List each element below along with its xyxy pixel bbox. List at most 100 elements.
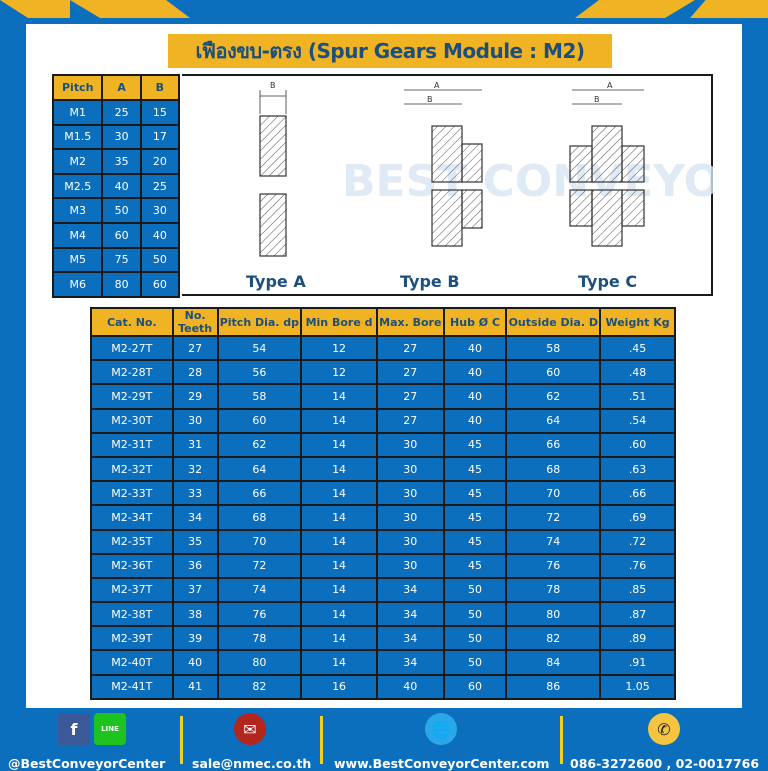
table-cell: M6 bbox=[51, 271, 104, 298]
table-cell: .48 bbox=[599, 359, 676, 386]
table-cell: 76 bbox=[216, 601, 303, 628]
table-cell: 50 bbox=[139, 246, 181, 274]
table-cell: 78 bbox=[505, 576, 602, 604]
table-cell: 37 bbox=[171, 576, 219, 604]
table-cell: 62 bbox=[505, 383, 602, 410]
decor-stripe bbox=[0, 0, 70, 18]
table-cell: 86 bbox=[505, 673, 602, 700]
table-cell: 80 bbox=[216, 649, 303, 676]
divider bbox=[560, 716, 563, 764]
table-cell: 45 bbox=[442, 504, 508, 531]
table-cell: 27 bbox=[171, 334, 219, 362]
table-cell: 31 bbox=[171, 431, 219, 458]
table-cell: 1.05 bbox=[599, 673, 676, 700]
table-row: M4 60 40 bbox=[51, 221, 181, 249]
watermark: BEST CONVEYOR bbox=[342, 156, 713, 207]
table-row: M2-34T 34 68 14 30 45 72.69 bbox=[90, 504, 676, 531]
table-cell: 40 bbox=[442, 359, 508, 386]
table-cell: 74 bbox=[505, 528, 602, 555]
table-cell: 30 bbox=[375, 552, 445, 579]
table-row: M2-35T 35 70 14 30 45 74.72 bbox=[90, 528, 676, 555]
table-row: M2-36T 36 72 14 30 45 76.76 bbox=[90, 552, 676, 579]
table-cell: .45 bbox=[599, 334, 676, 362]
table-cell: 35 bbox=[171, 528, 219, 555]
table-row: M2.5 40 25 bbox=[51, 172, 181, 200]
table-cell: 30 bbox=[375, 504, 445, 531]
table-row: M2-37T 37 74 14 34 50 78.85 bbox=[90, 576, 676, 604]
column-header: Pitch bbox=[51, 74, 104, 101]
table-cell: 60 bbox=[101, 221, 142, 249]
table-cell: 35 bbox=[101, 148, 142, 175]
table-cell: 41 bbox=[171, 673, 219, 700]
table-cell: 15 bbox=[139, 99, 181, 126]
table-cell: 14 bbox=[300, 552, 378, 579]
table-cell: 28 bbox=[171, 359, 219, 386]
table-cell: 25 bbox=[139, 172, 181, 200]
table-cell: 84 bbox=[505, 649, 602, 676]
table-cell: 68 bbox=[216, 504, 303, 531]
table-cell: 30 bbox=[375, 480, 445, 507]
table-cell: 30 bbox=[101, 123, 142, 151]
table-cell: 36 bbox=[171, 552, 219, 579]
table-cell: 45 bbox=[442, 528, 508, 555]
table-cell: 68 bbox=[505, 455, 602, 483]
table-cell: M2-37T bbox=[90, 576, 174, 604]
table-row: M2 35 20 bbox=[51, 148, 181, 175]
table-row: M3 50 30 bbox=[51, 197, 181, 224]
table-cell: 78 bbox=[216, 625, 303, 652]
table-cell: 45 bbox=[442, 552, 508, 579]
svg-text:A: A bbox=[434, 81, 440, 90]
table-cell: 30 bbox=[375, 528, 445, 555]
social-handle[interactable]: @BestConveyorCenter bbox=[8, 756, 166, 771]
line-icon[interactable]: LINE bbox=[94, 713, 126, 745]
table-cell: 50 bbox=[442, 625, 508, 652]
phone-icon[interactable]: ✆ bbox=[648, 713, 680, 745]
table-cell: .60 bbox=[599, 431, 676, 458]
table-row: M2-38T 38 76 14 34 50 80.87 bbox=[90, 601, 676, 628]
table-cell: 45 bbox=[442, 431, 508, 458]
table-cell: 76 bbox=[505, 552, 602, 579]
table-cell: .91 bbox=[599, 649, 676, 676]
table-cell: M2-34T bbox=[90, 504, 174, 531]
table-cell: .66 bbox=[599, 480, 676, 507]
website-link[interactable]: www.BestConveyorCenter.com bbox=[334, 756, 550, 771]
column-header: Cat. No. bbox=[90, 307, 174, 337]
table-cell: 66 bbox=[505, 431, 602, 458]
table-cell: 30 bbox=[375, 431, 445, 458]
table-cell: 45 bbox=[442, 455, 508, 483]
email-link[interactable]: sale@nmec.co.th bbox=[192, 756, 312, 771]
facebook-icon[interactable]: f bbox=[58, 713, 90, 745]
svg-text:B: B bbox=[594, 95, 600, 104]
table-cell: 70 bbox=[216, 528, 303, 555]
table-cell: 34 bbox=[375, 576, 445, 604]
table-cell: M2.5 bbox=[51, 172, 104, 200]
column-header: Pitch Dia. dp bbox=[216, 307, 303, 337]
table-cell: 70 bbox=[505, 480, 602, 507]
table-cell: .76 bbox=[599, 552, 676, 579]
svg-text:B: B bbox=[427, 95, 433, 104]
table-cell: 27 bbox=[375, 383, 445, 410]
table-cell: .72 bbox=[599, 528, 676, 555]
table-cell: .87 bbox=[599, 601, 676, 628]
table-cell: 33 bbox=[171, 480, 219, 507]
email-icon[interactable]: ✉ bbox=[234, 713, 266, 745]
table-cell: 14 bbox=[300, 407, 378, 434]
column-header: No. Teeth bbox=[171, 307, 219, 337]
table-cell: M2-33T bbox=[90, 480, 174, 507]
globe-icon[interactable]: 🌐 bbox=[425, 713, 457, 745]
table-cell: 74 bbox=[216, 576, 303, 604]
phone-numbers[interactable]: 086-3272600 , 02-0017766 bbox=[570, 756, 760, 771]
table-cell: 58 bbox=[505, 334, 602, 362]
table-cell: 14 bbox=[300, 455, 378, 483]
table-cell: 12 bbox=[300, 359, 378, 386]
table-cell: 32 bbox=[171, 455, 219, 483]
decor-stripe bbox=[70, 0, 190, 18]
table-cell: .89 bbox=[599, 625, 676, 652]
table-cell: M2-32T bbox=[90, 455, 174, 483]
table-cell: 17 bbox=[139, 123, 181, 151]
table-cell: M1 bbox=[51, 99, 104, 126]
table-cell: 14 bbox=[300, 528, 378, 555]
table-cell: 82 bbox=[505, 625, 602, 652]
table-row: M2-30T 30 60 14 27 40 64.54 bbox=[90, 407, 676, 434]
